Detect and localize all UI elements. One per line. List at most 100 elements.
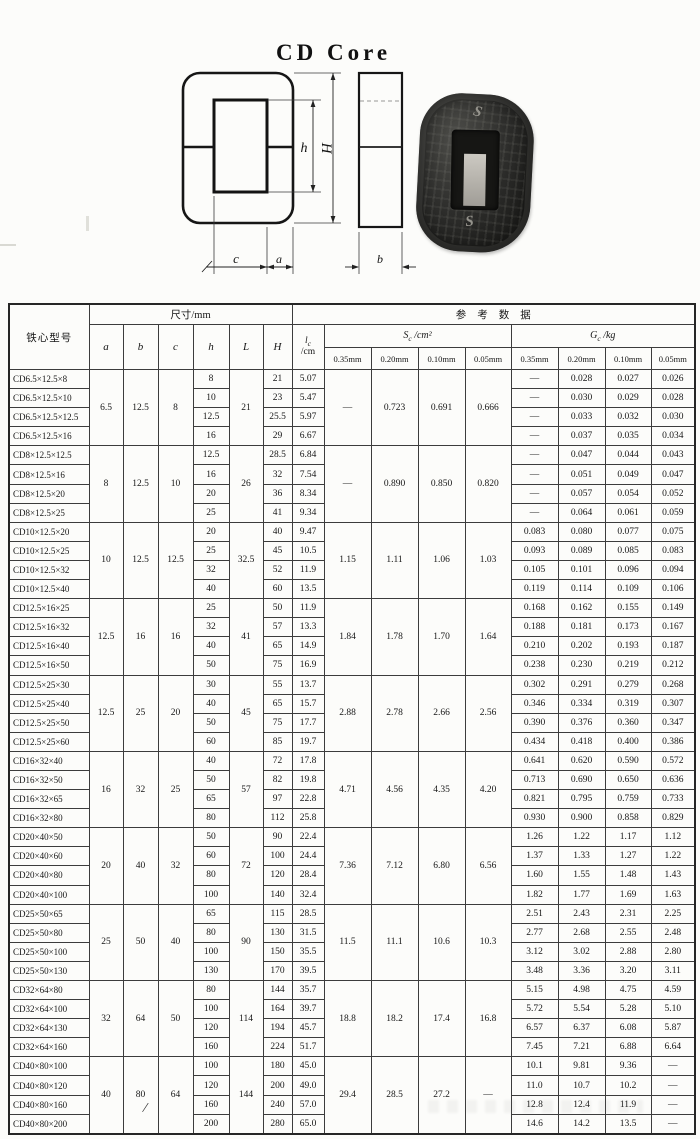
table-row: CD12.5×25×60 60 85 19.7 0.434 0.418 0.400 0.386 [8, 731, 696, 752]
cell-model: CD10×12.5×20 [8, 521, 90, 542]
cell-model: CD6.5×12.5×8 [8, 368, 90, 390]
cell-h: 80 [192, 979, 230, 1001]
cell-sc: 1.70 [417, 598, 466, 676]
cd-core-figure: CD Core [0, 0, 700, 302]
cell-gc: 10.2 [604, 1075, 652, 1096]
table-row: CD40×80×100 40 80/64 100 144 180 45.0 29.4 28.5 2… [8, 1056, 696, 1135]
cell-sc: 0.850 [417, 445, 466, 523]
cell-gc: 0.307 [650, 693, 696, 714]
cell-gc: 2.68 [557, 922, 606, 943]
cell-gc: 0.173 [604, 617, 652, 638]
cell-gc: 14.6 [510, 1113, 559, 1135]
table-row: CD25×50×65 25 50 40 65 90 115 28.5 11.5 11.1 10.6 1… [8, 903, 696, 982]
table-row: CD6.5×12.5×12.5 12.5 25.5 5.97 —0.033 0.032 0.… [8, 407, 696, 428]
table-row: CD6.5×12.5×8 6.5 12.5 8 8 21 21 5.07—0.723 0.691… [8, 368, 696, 447]
table-row: CD10×12.5×25 25 45 10.5 0.093 0.089 0.085 0.083 [8, 540, 696, 561]
cell-c: 64 [157, 1056, 194, 1135]
cell-model: CD16×32×50 [8, 769, 90, 791]
cell-model: CD12.5×16×32 [8, 617, 90, 638]
cell-gc: 7.45 [510, 1037, 559, 1058]
cell-sc: 7.12 [370, 827, 419, 905]
cell-gc: 0.029 [604, 388, 652, 409]
table-row: CD12.5×16×40 40 65 14.9 0.210 0.202 0.193 0.187 [8, 636, 696, 657]
cell-sc: 0.820 [464, 445, 512, 523]
cell-sc: 0.723 [370, 368, 419, 447]
cell-gc: 0.162 [557, 598, 606, 619]
cell-gc: 11.9 [604, 1094, 652, 1115]
table-row: CD20×40×50 20 40 32 50 72 90 22.4 7.36 7.12 6.80 6.… [8, 827, 696, 905]
cell-model: CD8×12.5×25 [8, 502, 90, 523]
cell-gc: 0.028 [650, 388, 696, 409]
cell-gc: 0.238 [510, 655, 559, 676]
cell-h: 100 [192, 884, 230, 905]
table-row: CD32×64×160 160 224 51.7 7.45 7.21 6.88 6.64 [8, 1037, 696, 1058]
cell-gc: 0.049 [604, 464, 652, 485]
cell-lc: 9.47 [291, 521, 325, 542]
cell-gc: 0.030 [557, 388, 606, 409]
cell-gc: 0.390 [510, 712, 559, 733]
cell-a: 32 [88, 979, 124, 1058]
cell-lc: 22.4 [291, 827, 325, 848]
cell-model: CD10×12.5×32 [8, 559, 90, 581]
cell-gc: 3.48 [510, 960, 559, 982]
cell-gc: — [510, 483, 559, 504]
header-ref-group: 参考数据 [291, 303, 696, 325]
cell-H: 32 [262, 464, 293, 485]
cell-h: 200 [192, 1113, 230, 1135]
dimension-label-h: h [301, 141, 308, 156]
cell-gc: 0.219 [604, 655, 652, 676]
cell-H: 150 [262, 941, 293, 962]
table-row: CD16×32×65 65 97 22.8 0.821 0.795 0.759 0.733 [8, 789, 696, 810]
header-sc-020: 0.20mm [370, 347, 419, 370]
cell-h: 130 [192, 960, 230, 982]
header-dim-H: H [262, 324, 293, 370]
cell-H: 75 [262, 655, 293, 676]
cell-sc: 1.11 [370, 521, 419, 600]
cell-model: CD12.5×16×40 [8, 636, 90, 657]
core-photo-mark-bottom: S [464, 213, 475, 231]
cell-sc: 2.56 [464, 674, 512, 752]
cell-gc: 5.15 [510, 979, 559, 1001]
cell-gc: 0.930 [510, 808, 559, 829]
table-row: CD10×12.5×20 10 12.5 12.5 20 32.5 40 9.47 1.15 1.… [8, 521, 696, 600]
cell-h: 80 [192, 922, 230, 943]
cell-gc: 0.155 [604, 598, 652, 619]
cell-gc: 1.37 [510, 846, 559, 867]
cell-h: 100 [192, 941, 230, 962]
cell-L: 57 [228, 750, 264, 829]
cell-gc: 1.63 [650, 884, 696, 905]
header-gc-020: 0.20mm [557, 347, 606, 370]
cell-gc: 0.168 [510, 598, 559, 619]
cell-gc: 1.12 [650, 827, 696, 848]
cell-b: 12.5 [122, 368, 159, 447]
cell-a: 25 [88, 903, 124, 982]
cell-lc: 32.4 [291, 884, 325, 905]
cell-gc: 1.69 [604, 884, 652, 905]
cell-a: 8 [88, 445, 124, 523]
cell-gc: 10.7 [557, 1075, 606, 1096]
cell-b: 12.5 [122, 445, 159, 523]
cell-lc: 19.8 [291, 769, 325, 791]
cell-gc: 2.31 [604, 903, 652, 924]
cell-gc: 0.047 [650, 464, 696, 485]
cell-c: 25 [157, 750, 194, 829]
cell-h: 65 [192, 903, 230, 924]
cell-gc: 0.094 [650, 559, 696, 581]
cell-lc: 51.7 [291, 1037, 325, 1058]
cell-gc: — [510, 445, 559, 466]
cell-b: 64 [122, 979, 159, 1058]
cell-gc: 0.418 [557, 731, 606, 752]
cell-model: CD32×64×160 [8, 1037, 90, 1058]
cell-gc: 0.650 [604, 769, 652, 791]
cell-model: CD8×12.5×20 [8, 483, 90, 504]
cell-h: 12.5 [192, 407, 230, 428]
cell-lc: 65.0 [291, 1113, 325, 1135]
cell-b: 40 [122, 827, 159, 905]
cell-gc: 0.037 [557, 426, 606, 447]
cell-gc: 0.319 [604, 693, 652, 714]
cell-gc: 0.085 [604, 540, 652, 561]
header-row-groups: 铁心型号 尺寸/mm 参考数据 [8, 303, 696, 370]
cell-h: 30 [192, 674, 230, 695]
cell-gc: 0.759 [604, 789, 652, 810]
